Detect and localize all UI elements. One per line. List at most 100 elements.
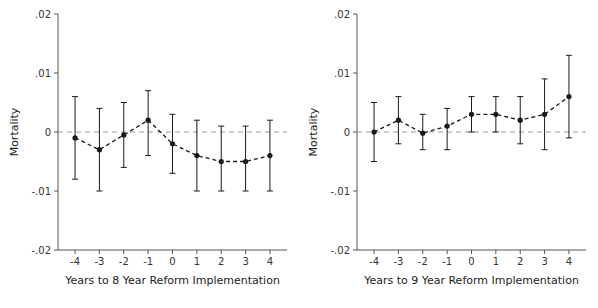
y-tick-label: .02 — [334, 9, 350, 20]
y-axis-label: Mortality — [307, 107, 320, 156]
y-tick — [353, 250, 357, 251]
x-tick-label: -2 — [418, 256, 428, 267]
point — [469, 112, 474, 117]
error-bar — [96, 108, 102, 191]
point — [542, 112, 547, 117]
plot-area — [58, 91, 287, 191]
error-bar — [493, 97, 499, 132]
x-tick — [374, 250, 375, 254]
series-line — [374, 97, 569, 134]
panel: -.02-.010.01.02-4-3-2-101234Years to 9 Y… — [307, 9, 586, 288]
error-bar — [469, 97, 475, 132]
x-tick-label: 3 — [242, 256, 248, 267]
error-bar-cap — [72, 179, 78, 180]
point — [219, 159, 224, 164]
point — [194, 153, 199, 158]
error-bar-cap — [566, 55, 572, 56]
error-bar — [371, 103, 377, 162]
x-tick-label: -4 — [369, 256, 379, 267]
error-bar — [267, 120, 273, 191]
series-line — [75, 120, 270, 161]
x-tick-label: -3 — [393, 256, 403, 267]
x-tick-label: 1 — [194, 256, 200, 267]
reference-line — [357, 132, 586, 133]
error-bar — [145, 91, 151, 156]
error-bar-stem — [447, 108, 448, 149]
error-bar-cap — [395, 96, 401, 97]
error-bar-cap — [566, 137, 572, 138]
x-tick — [196, 250, 197, 254]
x-tick — [520, 250, 521, 254]
x-axis-label: Years to 8 Year Reform Implementation — [64, 274, 280, 287]
y-tick-label: 0 — [45, 127, 51, 138]
point — [566, 94, 571, 99]
point — [121, 132, 126, 137]
error-bar-cap — [371, 161, 377, 162]
error-bar-cap — [444, 108, 450, 109]
x-tick — [422, 250, 423, 254]
error-bar-cap — [121, 167, 127, 168]
x-tick — [398, 250, 399, 254]
y-tick-label: .01 — [334, 68, 350, 79]
x-tick-label: -3 — [94, 256, 104, 267]
error-bar-cap — [469, 132, 475, 133]
error-bar-cap — [517, 143, 523, 144]
error-bar — [194, 120, 200, 191]
x-tick-label: -4 — [70, 256, 80, 267]
error-bar-cap — [542, 149, 548, 150]
y-tick-label: .02 — [35, 9, 51, 20]
x-tick-label: -1 — [442, 256, 452, 267]
error-bar-cap — [243, 191, 249, 192]
error-bar-cap — [218, 126, 224, 127]
error-bar — [395, 97, 401, 144]
x-tick — [447, 250, 448, 254]
x-axis-label: Years to 9 Year Reform Implementation — [363, 274, 579, 287]
error-bar-stem — [148, 91, 149, 156]
y-tick — [353, 73, 357, 74]
y-tick-label: -.02 — [330, 245, 350, 256]
error-bar-cap — [96, 191, 102, 192]
x-tick — [172, 250, 173, 254]
error-bar — [243, 126, 249, 191]
error-bar-cap — [194, 120, 200, 121]
error-bar — [542, 79, 548, 150]
error-bar-cap — [121, 102, 127, 103]
y-tick — [54, 250, 58, 251]
point — [420, 131, 425, 136]
error-bar — [121, 103, 127, 168]
x-axis — [58, 250, 287, 251]
error-bar-cap — [170, 114, 176, 115]
error-bar — [218, 126, 224, 191]
error-bar-stem — [245, 126, 246, 191]
error-bar-cap — [371, 102, 377, 103]
error-bar-cap — [469, 96, 475, 97]
y-tick — [54, 191, 58, 192]
y-tick — [54, 14, 58, 15]
x-tick-label: 4 — [566, 256, 572, 267]
x-tick — [221, 250, 222, 254]
x-tick — [245, 250, 246, 254]
y-tick-label: -.01 — [31, 186, 51, 197]
y-tick — [353, 14, 357, 15]
error-bar-cap — [194, 191, 200, 192]
y-tick — [54, 73, 58, 74]
x-tick-label: 2 — [218, 256, 224, 267]
x-tick-label: 0 — [468, 256, 474, 267]
point — [267, 153, 272, 158]
error-bar-cap — [96, 108, 102, 109]
error-bar — [72, 97, 78, 180]
x-tick — [148, 250, 149, 254]
x-tick — [269, 250, 270, 254]
error-bar-cap — [493, 132, 499, 133]
error-bar-cap — [420, 114, 426, 115]
x-tick — [495, 250, 496, 254]
error-bar — [444, 108, 450, 149]
error-bar-cap — [420, 149, 426, 150]
error-bar-cap — [493, 96, 499, 97]
error-bar-cap — [72, 96, 78, 97]
point — [518, 118, 523, 123]
x-tick-label: 3 — [541, 256, 547, 267]
error-bar-stem — [221, 126, 222, 191]
y-axis-label: Mortality — [8, 107, 21, 156]
point — [445, 124, 450, 129]
